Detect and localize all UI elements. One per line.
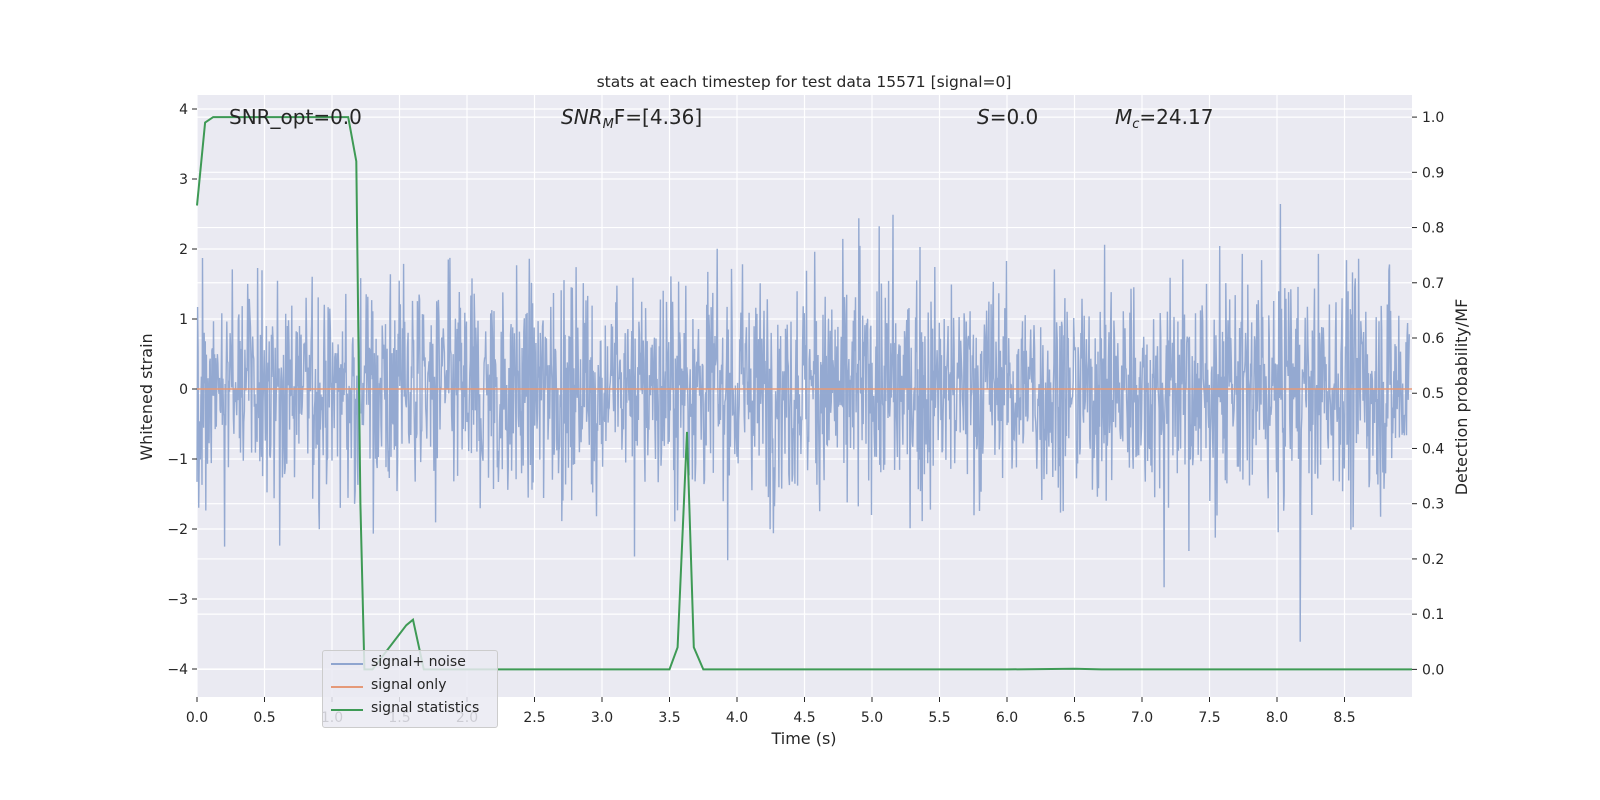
- y-right-tick-label: 1.0: [1422, 110, 1444, 126]
- y-right-tick-label: 0.3: [1422, 497, 1444, 513]
- x-tick-label: 4.0: [726, 710, 748, 726]
- legend-swatch-signal-noise: [331, 663, 363, 665]
- y-right-tick-label: 0.9: [1422, 165, 1444, 181]
- x-tick-label: 0.0: [186, 710, 208, 726]
- y-left-tick-label: −1: [167, 452, 188, 468]
- x-tick-label: 4.5: [793, 710, 815, 726]
- y-axis-left-ticks: −4 −3 −2 −1 0 1 2 3 4: [167, 102, 197, 678]
- x-tick-label: 3.5: [658, 710, 680, 726]
- y-right-tick-label: 0.0: [1422, 662, 1444, 678]
- annotation-snr-mf: SNRMF=[4.36]: [561, 105, 702, 132]
- y-axis-left-label: Whitened strain: [137, 333, 156, 460]
- legend-item-signal-statistics: signal statistics: [323, 699, 497, 721]
- grid: [196, 95, 1412, 697]
- y-left-tick-label: 3: [179, 172, 188, 188]
- y-right-tick-label: 0.5: [1422, 386, 1444, 402]
- signal-noise-series: [196, 203, 1410, 642]
- y-right-tick-label: 0.2: [1422, 552, 1444, 568]
- x-tick-label: 8.0: [1266, 710, 1288, 726]
- x-tick-label: 6.5: [1063, 710, 1085, 726]
- legend-label-signal-noise: signal+ noise: [371, 654, 466, 670]
- annotation-s-tail: =0.0: [990, 105, 1039, 129]
- y-right-tick-label: 0.4: [1422, 441, 1444, 457]
- signal-noise-line: [196, 203, 1410, 642]
- y-left-tick-label: 1: [179, 312, 188, 328]
- y-right-tick-label: 0.8: [1422, 221, 1444, 237]
- x-tick-label: 6.0: [996, 710, 1018, 726]
- annotation-s: S=0.0: [977, 105, 1038, 129]
- x-tick-label: 5.5: [928, 710, 950, 726]
- legend-label-signal-only: signal only: [371, 677, 447, 693]
- y-left-tick-label: 4: [179, 102, 188, 118]
- legend: signal+ noise signal only signal statist…: [322, 650, 498, 728]
- x-tick-label: 2.5: [523, 710, 545, 726]
- x-axis-label: Time (s): [770, 729, 836, 748]
- annotation-mc-sub: c: [1132, 117, 1139, 132]
- legend-swatch-signal-statistics: [331, 709, 363, 711]
- y-right-tick-label: 0.7: [1422, 276, 1444, 292]
- y-left-tick-label: 2: [179, 242, 188, 258]
- y-left-tick-label: −4: [167, 662, 188, 678]
- annotation-mc-tail: =24.17: [1139, 105, 1213, 129]
- y-left-tick-label: 0: [179, 382, 188, 398]
- annotation-snr-opt: SNR_opt=0.0: [229, 105, 362, 129]
- y-left-tick-label: −2: [167, 522, 188, 538]
- x-tick-label: 3.0: [591, 710, 613, 726]
- annotation-snr-mf-sub: M: [603, 117, 614, 132]
- legend-item-signal-only: signal only: [323, 676, 497, 698]
- annotation-snr-mf-main: SNR: [561, 105, 603, 129]
- annotation-s-main: S: [977, 105, 990, 129]
- legend-label-signal-statistics: signal statistics: [371, 700, 480, 716]
- legend-item-signal-noise: signal+ noise: [323, 653, 497, 675]
- x-tick-label: 8.5: [1333, 710, 1355, 726]
- legend-swatch-signal-only: [331, 686, 363, 688]
- x-tick-label: 7.0: [1131, 710, 1153, 726]
- y-axis-right-label: Detection probability/MF: [1452, 299, 1471, 496]
- x-tick-label: 0.5: [253, 710, 275, 726]
- annotation-mc: Mc=24.17: [1115, 105, 1213, 132]
- annotation-mc-main: M: [1115, 105, 1132, 129]
- x-tick-label: 7.5: [1198, 710, 1220, 726]
- y-right-tick-label: 0.6: [1422, 331, 1444, 347]
- y-right-tick-label: 0.1: [1422, 607, 1444, 623]
- x-tick-label: 5.0: [861, 710, 883, 726]
- annotation-snr-mf-tail: F=[4.36]: [614, 105, 702, 129]
- y-left-tick-label: −3: [167, 592, 188, 608]
- y-axis-right-ticks: 0.0 0.1 0.2 0.3 0.4 0.5 0.6 0.7 0.8 0.9 1.0: [1412, 110, 1444, 678]
- chart-title: stats at each timestep for test data 155…: [597, 73, 1012, 91]
